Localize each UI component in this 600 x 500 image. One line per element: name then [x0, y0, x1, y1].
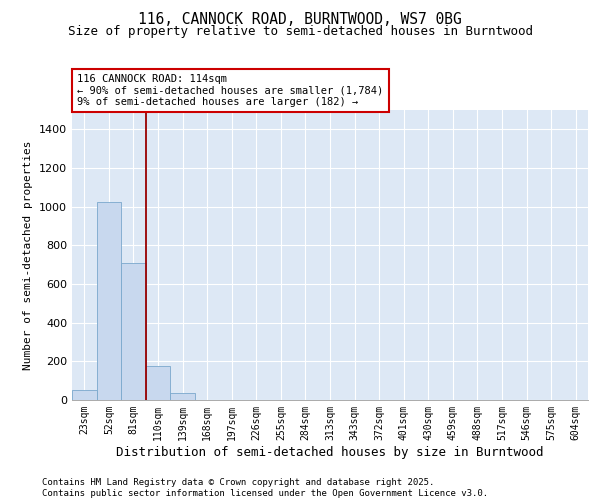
- Bar: [146, 366, 170, 400]
- Bar: [97, 202, 121, 400]
- Bar: [121, 262, 146, 400]
- Text: 116 CANNOCK ROAD: 114sqm
← 90% of semi-detached houses are smaller (1,784)
9% of: 116 CANNOCK ROAD: 114sqm ← 90% of semi-d…: [77, 74, 383, 107]
- Y-axis label: Number of semi-detached properties: Number of semi-detached properties: [23, 140, 34, 370]
- X-axis label: Distribution of semi-detached houses by size in Burntwood: Distribution of semi-detached houses by …: [116, 446, 544, 458]
- Bar: [170, 393, 195, 400]
- Text: Contains HM Land Registry data © Crown copyright and database right 2025.
Contai: Contains HM Land Registry data © Crown c…: [42, 478, 488, 498]
- Text: Size of property relative to semi-detached houses in Burntwood: Size of property relative to semi-detach…: [67, 25, 533, 38]
- Text: 116, CANNOCK ROAD, BURNTWOOD, WS7 0BG: 116, CANNOCK ROAD, BURNTWOOD, WS7 0BG: [138, 12, 462, 28]
- Bar: [72, 390, 97, 400]
